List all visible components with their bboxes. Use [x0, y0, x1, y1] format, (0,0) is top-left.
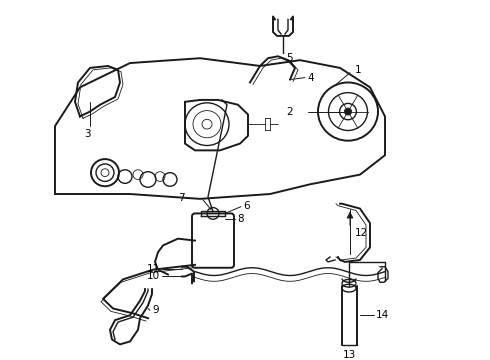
Text: 2: 2 [286, 107, 293, 117]
Text: 10: 10 [147, 271, 160, 282]
Circle shape [344, 108, 352, 115]
Text: 6: 6 [243, 201, 249, 211]
Text: 8: 8 [237, 214, 244, 224]
Text: 3: 3 [84, 129, 90, 139]
Text: 13: 13 [343, 350, 356, 360]
Text: 14: 14 [376, 310, 389, 320]
Text: 1: 1 [355, 65, 362, 75]
Text: 7: 7 [178, 193, 185, 203]
Text: 9: 9 [152, 305, 159, 315]
Text: 11: 11 [147, 264, 160, 274]
Text: 12: 12 [355, 228, 368, 238]
Text: 4: 4 [307, 73, 314, 82]
Text: 5: 5 [286, 53, 293, 63]
